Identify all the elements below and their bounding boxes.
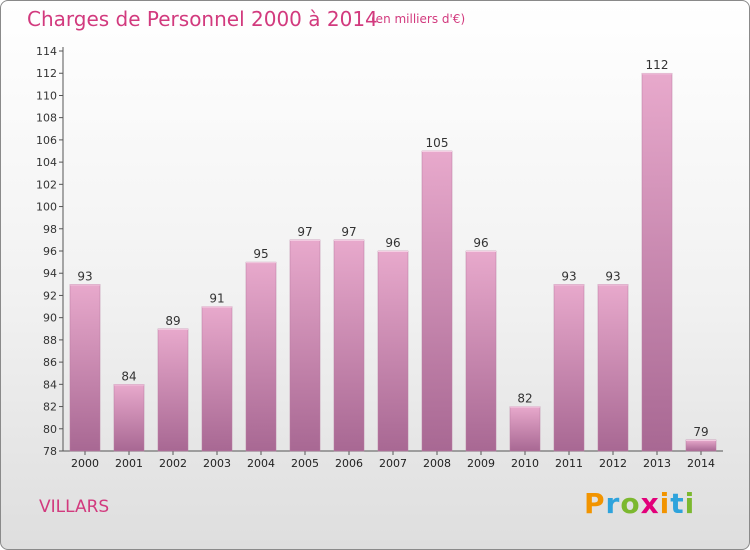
bar-2000 [69,284,101,452]
y-tick-label: 96 [43,245,57,258]
bar-2007 [377,250,409,452]
bar-2001 [113,384,145,452]
bar-2012 [597,284,629,452]
logo-letter: x [640,487,660,520]
data-label-2013: 112 [646,58,669,72]
x-tick-label-2012: 2012 [599,457,627,470]
y-tick-label: 88 [43,334,57,347]
y-tick-label: 102 [36,178,57,191]
data-label-2010: 82 [517,392,532,406]
data-label-2000: 93 [77,269,92,283]
y-tick-label: 108 [36,112,57,125]
data-label-2002: 89 [165,314,180,328]
bar-2011 [553,284,585,452]
x-tick-label-2008: 2008 [423,457,451,470]
y-tick-label: 104 [36,156,57,169]
logo-letter: r [605,487,621,520]
logo-letter: t [670,487,685,520]
data-label-2008: 105 [426,136,449,150]
x-tick-label-2010: 2010 [511,457,539,470]
x-tick-label-2004: 2004 [247,457,275,470]
y-tick-label: 78 [43,445,57,458]
logo-letter: P [584,487,606,520]
x-tick-label-2006: 2006 [335,457,363,470]
data-label-2004: 95 [253,247,268,261]
y-tick-label: 80 [43,423,57,436]
data-label-2005: 97 [297,225,312,239]
logo-letter: o [620,487,641,520]
chart-subtitle: (en milliers d'€) [371,12,466,26]
place-name: VILLARS [39,497,110,517]
logo-letter: i [684,487,696,520]
data-label-2006: 97 [341,225,356,239]
x-tick-label-2002: 2002 [159,457,187,470]
y-tick-label: 84 [43,378,57,391]
y-tick-label: 86 [43,356,57,369]
x-tick-label-2014: 2014 [687,457,715,470]
bar-2004 [245,261,277,452]
y-tick-label: 114 [36,45,57,58]
data-label-2014: 79 [693,425,708,439]
bar-2008 [421,150,453,452]
x-tick-label-2005: 2005 [291,457,319,470]
bar-2002 [157,328,189,452]
x-tick-label-2003: 2003 [203,457,231,470]
data-label-2009: 96 [473,236,488,250]
y-tick-label: 110 [36,89,57,102]
x-tick-label-2000: 2000 [71,457,99,470]
x-tick-label-2001: 2001 [115,457,143,470]
bar-2003 [201,306,233,452]
bar-2014 [685,439,717,452]
chart-title: Charges de Personnel 2000 à 2014 [27,7,378,31]
bar-2013 [641,72,673,452]
data-label-2001: 84 [121,369,136,383]
y-tick-label: 94 [43,267,57,280]
proxiti-logo: Proxiti [584,487,695,520]
bar-2010 [509,406,541,452]
y-tick-label: 106 [36,134,57,147]
y-tick-label: 82 [43,401,57,414]
bar-2009 [465,250,497,452]
bar-2006 [333,239,365,452]
data-label-2011: 93 [561,269,576,283]
x-tick-label-2011: 2011 [555,457,583,470]
y-tick-label: 92 [43,289,57,302]
x-tick-label-2009: 2009 [467,457,495,470]
logo-letter: i [659,487,671,520]
x-tick-label-2007: 2007 [379,457,407,470]
y-tick-label: 112 [36,67,57,80]
y-tick-label: 98 [43,223,57,236]
data-label-2012: 93 [605,269,620,283]
y-tick-label: 100 [36,201,57,214]
data-label-2007: 96 [385,236,400,250]
bar-2005 [289,239,321,452]
x-tick-label-2013: 2013 [643,457,671,470]
y-tick-label: 90 [43,312,57,325]
data-label-2003: 91 [209,292,224,306]
